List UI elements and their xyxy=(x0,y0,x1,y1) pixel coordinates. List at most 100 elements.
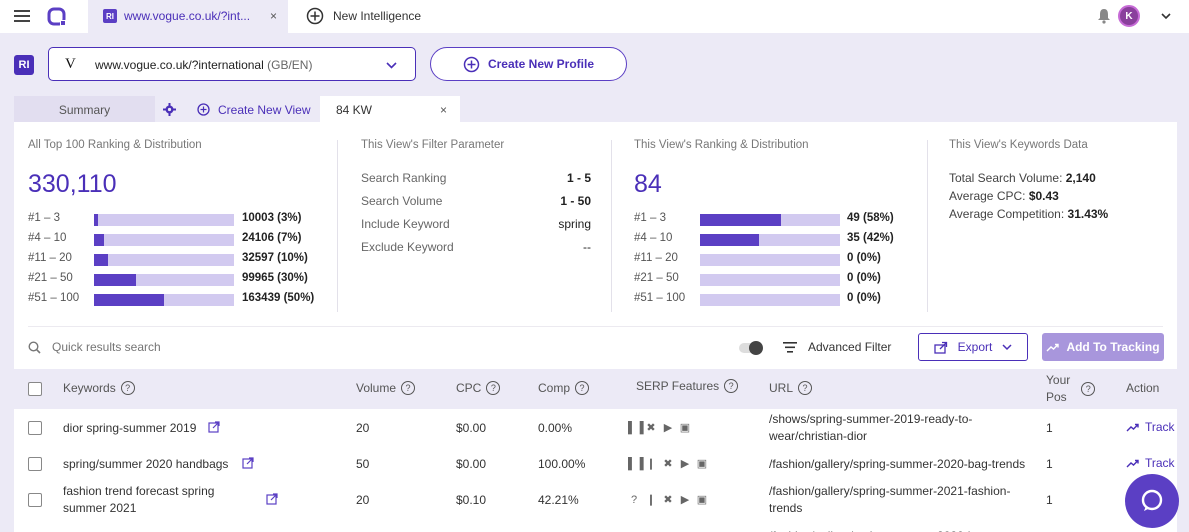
gear-icon[interactable] xyxy=(163,103,176,116)
add-to-tracking-button[interactable]: Add To Tracking xyxy=(1042,333,1164,361)
distribution-bar xyxy=(94,234,234,246)
header-action-label: Action xyxy=(1126,381,1160,395)
divider xyxy=(611,140,612,312)
tab-84-kw[interactable]: 84 KW × xyxy=(320,96,460,123)
header-cpc-label: CPC xyxy=(456,381,482,395)
serp-features-cell: ▌▐ ✖ ▶ ▣ xyxy=(628,422,691,434)
url-cell[interactable]: /fashion/gallery/spring-summer-2021-fash… xyxy=(769,484,1011,515)
top-bar: RI www.vogue.co.uk/?int... × New Intelli… xyxy=(0,0,1189,33)
keyword-cell: dior spring-summer 2019 xyxy=(63,420,197,435)
cpc-cell: $0.00 xyxy=(456,421,487,435)
header-serp-features[interactable]: SERP Features? xyxy=(636,379,739,393)
help-icon[interactable]: ? xyxy=(486,381,501,395)
chevron-down-icon xyxy=(386,62,397,69)
new-tab-button[interactable]: New Intelligence xyxy=(306,7,421,25)
site-url: www.vogue.co.uk/?international (GB/EN) xyxy=(95,58,312,72)
table-row[interactable]: fashion trend forecast spring summer 202… xyxy=(14,482,1177,518)
app-logo-icon[interactable] xyxy=(47,7,67,27)
ri-badge: RI xyxy=(14,55,34,75)
header-url-label: URL xyxy=(769,381,794,395)
distribution-value: 0 (0%) xyxy=(847,292,881,304)
distribution-value: 35 (42%) xyxy=(847,232,894,244)
site-locale: (GB/EN) xyxy=(267,58,313,72)
external-link-icon[interactable] xyxy=(242,457,254,469)
export-button[interactable]: Export xyxy=(918,333,1028,361)
toolbar-divider xyxy=(28,326,1163,327)
serp-features-cell: ▌▐ ❙ ✖ ▶ ▣ xyxy=(628,458,708,470)
header-your-pos[interactable]: Your Pos ? xyxy=(1046,372,1096,406)
distribution-label: #21 – 50 xyxy=(634,272,679,284)
tab-close-icon[interactable]: × xyxy=(270,9,278,23)
url-cell[interactable]: /fashion/gallery/spring-summer-2020-bag- xyxy=(769,518,1034,532)
site-selector[interactable]: V www.vogue.co.uk/?international (GB/EN) xyxy=(48,47,416,81)
distribution-label: #1 – 3 xyxy=(28,212,60,224)
image-icon: ▣ xyxy=(696,458,708,470)
cpc-cell: $0.10 xyxy=(456,493,487,507)
header-your-pos-line-1: Your xyxy=(1046,373,1071,387)
header-cpc[interactable]: CPC? xyxy=(456,381,501,395)
create-new-profile-button[interactable]: Create New Profile xyxy=(430,47,627,81)
help-icon[interactable]: ? xyxy=(575,381,590,395)
keywords-data-value: 31.43% xyxy=(1067,207,1109,221)
image-icon: ▣ xyxy=(679,422,691,434)
tab-summary[interactable]: Summary xyxy=(14,96,155,123)
chat-support-button[interactable] xyxy=(1125,474,1179,528)
view-ranking-total: 84 xyxy=(634,170,662,198)
toggle-knob xyxy=(749,341,763,355)
distribution-bar xyxy=(700,254,840,266)
header-keywords-label: Keywords xyxy=(63,381,116,395)
plus-circle-icon xyxy=(306,7,324,25)
filter-value: 1 - 50 xyxy=(560,194,591,208)
help-icon[interactable]: ? xyxy=(120,381,135,395)
track-button[interactable]: Track xyxy=(1126,456,1175,470)
row-checkbox[interactable] xyxy=(28,457,42,471)
hamburger-menu-icon[interactable] xyxy=(14,10,30,22)
track-button[interactable]: Track xyxy=(1126,420,1175,434)
distribution-label: #51 – 100 xyxy=(634,292,686,304)
table-row[interactable]: dior spring-summer 2019 20 $0.00 0.00% ▌▐ ✖ ▶ ▣… xyxy=(14,410,1177,446)
chevron-down-icon[interactable] xyxy=(1161,13,1171,20)
distribution-bar xyxy=(700,234,840,246)
toggle-switch[interactable] xyxy=(739,341,763,355)
help-icon[interactable]: ? xyxy=(798,381,813,395)
trend-icon xyxy=(1126,459,1139,467)
url-cell[interactable]: /shows/spring-summer-2019-ready-to-wear/… xyxy=(769,412,973,443)
table-row[interactable]: spring/summer 2020 handbags 50 $0.00 100.00… xyxy=(14,446,1177,482)
search-input[interactable] xyxy=(52,336,452,358)
site-url-text: www.vogue.co.uk/?international xyxy=(95,58,264,72)
external-link-icon[interactable] xyxy=(208,421,220,433)
row-checkbox[interactable] xyxy=(28,421,42,435)
distribution-value: 163439 (50%) xyxy=(242,292,315,304)
cross-icon: ✖ xyxy=(663,458,673,470)
header-volume[interactable]: Volume? xyxy=(356,381,416,395)
external-link-icon[interactable] xyxy=(266,493,278,505)
select-all-checkbox[interactable] xyxy=(28,382,42,396)
advanced-filter-button[interactable]: Advanced Filter xyxy=(783,340,891,354)
row-checkbox[interactable] xyxy=(28,493,42,507)
add-to-tracking-label: Add To Tracking xyxy=(1066,340,1160,354)
keywords-data-row: Average Competition: 31.43% xyxy=(949,207,1108,221)
avatar[interactable]: K xyxy=(1118,5,1140,27)
header-keywords[interactable]: Keywords? xyxy=(63,381,135,395)
table-header: Keywords? Volume? CPC? Comp? SERP Featur… xyxy=(14,369,1177,409)
help-icon[interactable]: ? xyxy=(724,379,739,393)
filter-value: -- xyxy=(583,240,591,254)
help-icon[interactable]: ? xyxy=(1081,382,1096,396)
create-new-view-button[interactable]: Create New View xyxy=(197,96,310,123)
trend-icon xyxy=(1046,343,1060,351)
snippet-icon: ❙ xyxy=(646,458,656,470)
volume-cell: 50 xyxy=(356,457,370,471)
header-url[interactable]: URL? xyxy=(769,381,813,395)
help-icon[interactable]: ? xyxy=(401,381,416,395)
tab-summary-label: Summary xyxy=(58,102,111,117)
track-label: Track xyxy=(1145,456,1175,470)
tab-close-icon[interactable]: × xyxy=(440,102,448,117)
filter-lines-icon xyxy=(783,341,797,353)
table-row[interactable]: /fashion/gallery/spring-summer-2020-bag- xyxy=(14,518,1177,532)
filter-label: Exclude Keyword xyxy=(361,240,454,254)
bell-icon[interactable] xyxy=(1097,8,1111,24)
your-pos-cell: 1 xyxy=(1046,421,1053,435)
browser-tab-active[interactable]: RI www.vogue.co.uk/?int... × xyxy=(88,0,288,33)
url-cell[interactable]: /fashion/gallery/spring-summer-2020-bag-… xyxy=(769,456,1026,471)
header-comp[interactable]: Comp? xyxy=(538,381,590,395)
